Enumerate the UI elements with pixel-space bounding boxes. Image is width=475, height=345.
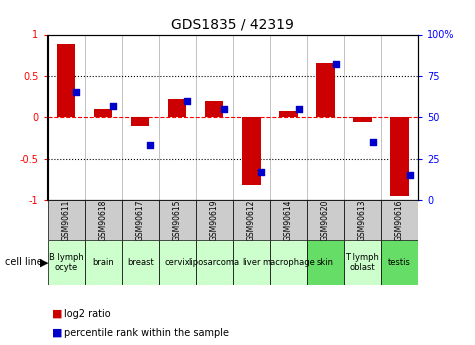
Bar bbox=[122, 200, 159, 240]
Bar bbox=[344, 240, 381, 285]
Text: ▶: ▶ bbox=[40, 257, 49, 267]
Point bbox=[369, 139, 376, 145]
Text: testis: testis bbox=[388, 258, 411, 267]
Text: GSM90611: GSM90611 bbox=[62, 199, 70, 240]
Bar bbox=[279, 111, 297, 117]
Bar bbox=[233, 200, 270, 240]
Text: skin: skin bbox=[317, 258, 334, 267]
Text: brain: brain bbox=[92, 258, 114, 267]
Bar bbox=[353, 117, 371, 122]
Bar bbox=[233, 240, 270, 285]
Point bbox=[257, 169, 265, 175]
Bar bbox=[381, 200, 418, 240]
Bar bbox=[270, 200, 307, 240]
Text: breast: breast bbox=[127, 258, 153, 267]
Bar bbox=[205, 101, 224, 117]
Text: log2 ratio: log2 ratio bbox=[64, 309, 111, 319]
Text: ■: ■ bbox=[52, 309, 63, 319]
Point bbox=[72, 90, 80, 95]
Text: GSM90613: GSM90613 bbox=[358, 199, 367, 241]
Point bbox=[183, 98, 191, 104]
Text: cervix: cervix bbox=[164, 258, 190, 267]
Bar bbox=[122, 240, 159, 285]
Text: T lymph
oblast: T lymph oblast bbox=[345, 253, 380, 272]
Bar bbox=[242, 117, 260, 185]
Bar bbox=[85, 200, 122, 240]
Bar bbox=[159, 240, 196, 285]
Title: GDS1835 / 42319: GDS1835 / 42319 bbox=[171, 18, 294, 32]
Bar bbox=[316, 63, 334, 117]
Text: GSM90612: GSM90612 bbox=[247, 199, 256, 240]
Point bbox=[294, 106, 302, 112]
Text: GSM90619: GSM90619 bbox=[210, 199, 218, 241]
Text: ■: ■ bbox=[52, 328, 63, 338]
Bar bbox=[196, 240, 233, 285]
Bar bbox=[344, 200, 381, 240]
Bar bbox=[57, 45, 75, 117]
Text: GSM90620: GSM90620 bbox=[321, 199, 330, 241]
Bar bbox=[381, 240, 418, 285]
Bar bbox=[94, 109, 113, 117]
Point bbox=[406, 172, 413, 178]
Bar bbox=[390, 117, 408, 196]
Text: cell line: cell line bbox=[5, 257, 42, 267]
Text: percentile rank within the sample: percentile rank within the sample bbox=[64, 328, 229, 338]
Bar bbox=[48, 200, 85, 240]
Text: macrophage: macrophage bbox=[262, 258, 315, 267]
Point bbox=[332, 61, 339, 67]
Bar bbox=[131, 117, 149, 126]
Text: GSM90616: GSM90616 bbox=[395, 199, 404, 241]
Text: GSM90617: GSM90617 bbox=[136, 199, 144, 241]
Bar bbox=[159, 200, 196, 240]
Bar bbox=[196, 200, 233, 240]
Point bbox=[109, 103, 117, 108]
Bar bbox=[307, 240, 344, 285]
Bar bbox=[168, 99, 187, 117]
Bar bbox=[85, 240, 122, 285]
Text: B lymph
ocyte: B lymph ocyte bbox=[48, 253, 84, 272]
Point bbox=[146, 143, 154, 148]
Text: liver: liver bbox=[242, 258, 260, 267]
Bar bbox=[270, 240, 307, 285]
Bar bbox=[48, 240, 85, 285]
Bar bbox=[307, 200, 344, 240]
Text: GSM90615: GSM90615 bbox=[173, 199, 181, 241]
Text: liposarcoma: liposarcoma bbox=[189, 258, 240, 267]
Text: GSM90614: GSM90614 bbox=[284, 199, 293, 241]
Point bbox=[220, 106, 228, 112]
Text: GSM90618: GSM90618 bbox=[99, 199, 107, 240]
